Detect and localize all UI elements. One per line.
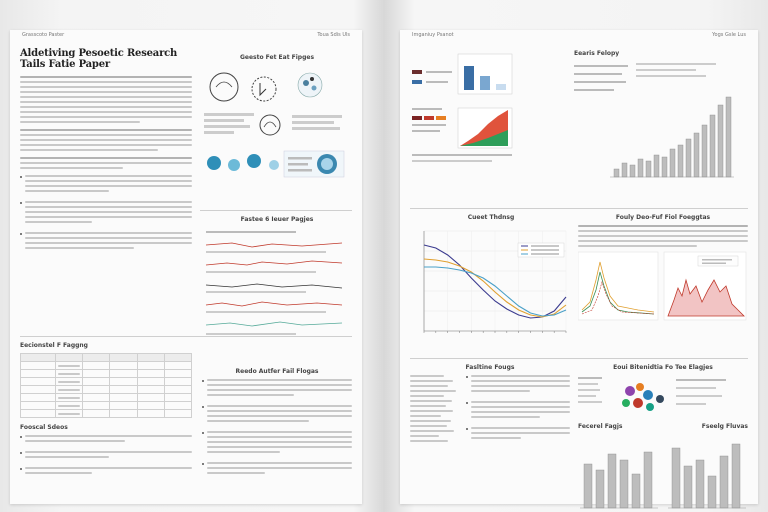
list-section: Fasltine Fougs — [410, 364, 570, 448]
data-table — [20, 353, 193, 418]
chart-legend — [517, 242, 565, 258]
right-text-section: Fouly Deo-Fuf Fiol Foeggtas — [578, 214, 748, 322]
bottom-left-chart-label: Fecerel Fagjs — [578, 423, 623, 430]
paper-title-line2: Tails Fatie Paper — [20, 59, 110, 70]
bottom-right-chart-label: Fseelg Fluvas — [701, 423, 748, 430]
header-left-text: Imganiuy Psanot — [412, 32, 454, 38]
page-header: Grasscoto Paster Toua Sdis Uls — [22, 32, 350, 42]
line-chart — [423, 230, 567, 333]
cluster-figure — [578, 377, 726, 411]
bullet-item — [20, 467, 192, 477]
bullet-item — [20, 435, 192, 445]
lines-figure-section: Fastee 6 Ieuer Pagjes — [202, 216, 352, 345]
body-paragraph — [20, 157, 192, 169]
figure-grid-heading: Geesto Fet Eat Fipges — [239, 54, 315, 61]
list-section-heading: Fasltine Fougs — [465, 364, 515, 371]
sub-heading: Fooscal Sdeos — [20, 424, 68, 431]
bar-chart-heading: Eearis Felopy — [574, 50, 620, 57]
left-text-column: Aldetiving Pesoetic Research Tails Fatie… — [20, 48, 192, 258]
series-line-2 — [423, 258, 567, 318]
right-section-heading: Fouly Deo-Fuf Fiol Foeggtas — [615, 214, 711, 221]
intro-paragraph — [20, 129, 192, 151]
text-section: Reedo Autfer Fail Flogas — [202, 368, 352, 483]
bar-chart — [574, 63, 734, 178]
bullet-item — [202, 431, 352, 456]
small-line-charts — [578, 251, 747, 321]
bar-chart-section: Eearis Felopy — [574, 50, 748, 181]
lines-figure-heading: Fastee 6 Ieuer Pagjes — [240, 216, 314, 223]
header-left-text: Grasscoto Paster — [22, 32, 65, 38]
bottom-figures-section: Eoui Bitenidtia Fo Tee Elagjes Fecerel F… — [578, 364, 748, 510]
bullet-item — [20, 201, 192, 226]
bullet-item — [20, 232, 192, 252]
line-chart-title: Cueet Thdnsg — [467, 214, 515, 221]
lines-figure — [205, 231, 343, 335]
left-page: Grasscoto Paster Toua Sdis Uls Aldetivin… — [10, 30, 362, 504]
paper-title: Aldetiving Pesoetic Research Tails Fatie… — [20, 48, 192, 70]
line-chart-section: Cueet Thdnsg — [410, 214, 572, 343]
header-right-text: Toua Sdis Uls — [317, 32, 350, 38]
series-line-3 — [424, 266, 567, 317]
bullet-item — [202, 462, 352, 477]
paper-title-line1: Aldetiving Pesoetic Research — [20, 48, 178, 59]
bullet-item — [202, 405, 352, 425]
bottom-bar-charts — [580, 443, 746, 509]
bottom-figures-heading: Eoui Bitenidtia Fo Tee Elagjes — [613, 364, 713, 371]
table-section: Eecionstel F Faggng Fooscal Sdeos — [20, 342, 193, 483]
mini-figures — [412, 53, 513, 162]
table-heading: Eecionstel F Faggng — [20, 342, 88, 349]
figure-grid — [204, 72, 345, 178]
header-right-text: Yogs Gsle Lus — [712, 32, 746, 38]
icon-list — [410, 375, 458, 448]
text-section-heading: Reedo Autfer Fail Flogas — [235, 368, 319, 375]
figure-grid-section: Geesto Fet Eat Fipges — [202, 54, 352, 185]
list-text — [466, 375, 570, 448]
page-header: Imganiuy Psanot Yogs Gsle Lus — [412, 32, 746, 42]
abstract-paragraph — [20, 76, 192, 123]
bullet-item — [20, 175, 192, 195]
right-page: Imganiuy Psanot Yogs Gsle Lus Eearis Fel… — [400, 30, 758, 509]
bullet-item — [20, 451, 192, 461]
bullet-item — [202, 379, 352, 399]
